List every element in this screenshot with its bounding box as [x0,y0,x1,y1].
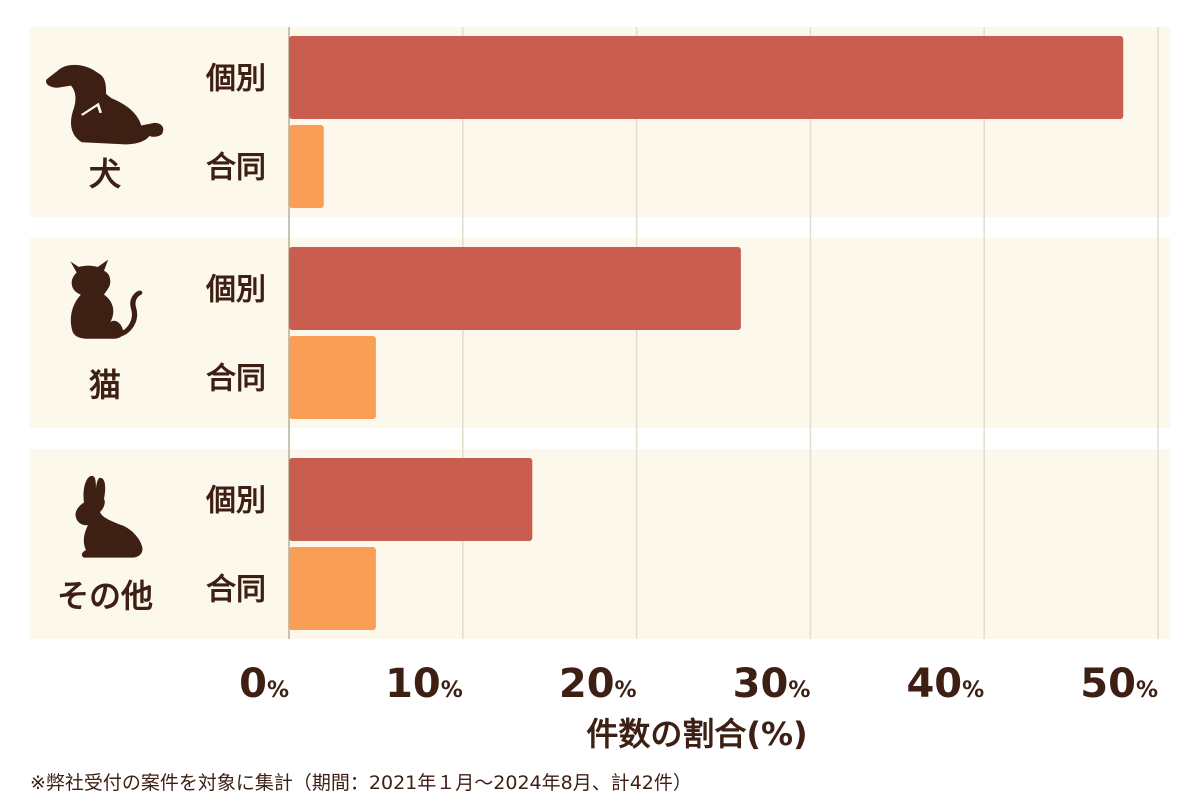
bar-label: 個別 [205,273,266,308]
x-axis-label: 件数の割合(%) [586,715,807,753]
tick-label: 10% [385,661,463,707]
bar-label: 合同 [206,151,266,186]
bar-goudou [289,336,376,419]
tick-label: 30% [733,661,811,707]
bar-label: 合同 [206,362,266,397]
bar-kobetsu [289,36,1124,119]
bar-goudou [289,125,324,208]
bars [289,36,1124,630]
bar-kobetsu [289,458,533,541]
bar-goudou [289,547,376,630]
group-label: 犬 [89,155,121,193]
bar-label: 合同 [206,573,266,608]
panel-2 [30,449,1170,639]
tick-label: 40% [906,661,984,707]
bar-kobetsu [289,247,741,330]
group-label: その他 [57,577,153,615]
footnote: ※弊社受付の案件を対象に集計（期間：2021年１月〜2024年8月、計42件） [30,772,692,794]
tick-label: 20% [559,661,637,707]
x-axis: 0% 10% 20% 30% 40% 50% 件数の割合(%) [239,661,1158,753]
tick-label: 50% [1080,661,1158,707]
bar-label: 個別 [205,62,266,97]
group-label: 猫 [89,366,121,404]
bar-label: 個別 [205,484,266,519]
tick-label: 0% [239,661,289,707]
